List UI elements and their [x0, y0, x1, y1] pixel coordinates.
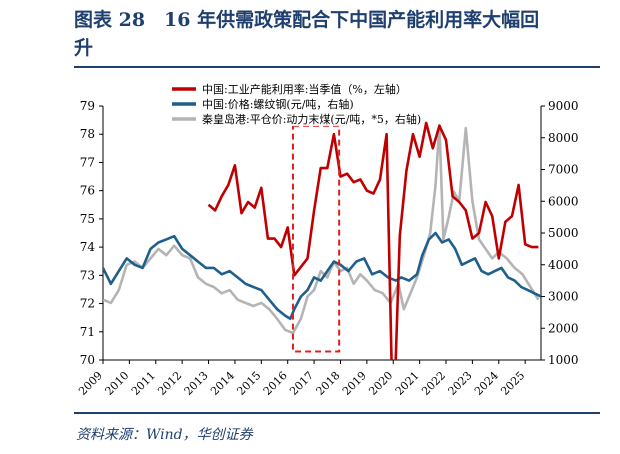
x-tick-label: 2014: [208, 369, 237, 398]
x-tick-label: 2009: [76, 369, 105, 398]
series-line-1: [103, 231, 541, 320]
x-tick-label: 2025: [498, 369, 527, 398]
y-tick-label-right: 9000: [548, 99, 579, 113]
x-tick-label: 2020: [366, 369, 395, 398]
x-tick-label: 2015: [234, 369, 263, 398]
y-tick-label-right: 2000: [548, 321, 579, 335]
series-line-2: [103, 123, 540, 335]
y-tick-label-left: 76: [80, 184, 95, 198]
y-tick-label-left: 78: [80, 127, 95, 141]
series-lines: [103, 121, 541, 360]
source-note: 资料来源：Wind，华创证券: [76, 427, 253, 443]
y-tick-label-right: 6000: [548, 194, 579, 208]
x-tick-label: 2017: [287, 369, 316, 398]
y-tick-label-left: 75: [80, 212, 95, 226]
y-tick-label-left: 72: [80, 297, 95, 311]
title-rule: [74, 66, 600, 68]
x-tick-label: 2018: [314, 369, 343, 398]
y-tick-label-right: 1000: [548, 353, 579, 367]
series-line-0: [207, 121, 539, 360]
legend-bg-0: [164, 82, 414, 96]
legend-label-1: 中国:价格:螺纹钢(元/吨，右轴): [202, 97, 354, 111]
y-tick-label-left: 73: [80, 268, 95, 282]
y-tick-label-left: 74: [80, 240, 96, 254]
figure-title-line2: 升: [74, 37, 94, 59]
legend-bg-1: [164, 97, 414, 111]
x-tick-label: 2019: [340, 369, 369, 398]
figure-title-line1: 图表 28 16 年供需政策配合下中国产能利用率大幅回: [74, 9, 540, 31]
y-tick-label-right: 8000: [548, 131, 579, 145]
x-tick-label: 2023: [446, 369, 475, 398]
x-tick-label: 2024: [472, 369, 501, 398]
x-tick-label: 2011: [129, 369, 158, 398]
x-tick-label: 2021: [393, 369, 422, 398]
legend-bg-2: [164, 112, 414, 126]
y-tick-label-right: 5000: [548, 226, 579, 240]
source-rule: [74, 412, 600, 414]
x-tick-label: 2012: [155, 369, 184, 398]
legend-label-2: 秦皇岛港:平仓价:动力末煤(元/吨，*5，右轴): [202, 112, 421, 126]
x-tick-label: 2010: [103, 369, 132, 398]
y-tick-label-right: 7000: [548, 163, 579, 177]
y-tick-label-left: 79: [80, 99, 95, 113]
y-tick-label-left: 70: [80, 353, 95, 367]
x-tick-label: 2022: [419, 369, 448, 398]
x-tick-label: 2016: [261, 369, 290, 398]
y-tick-label-left: 77: [80, 155, 95, 169]
y-tick-label-right: 4000: [548, 258, 579, 272]
legend: 中国:工业产能利用率:当季值（%，左轴）中国:价格:螺纹钢(元/吨，右轴)秦皇岛…: [164, 82, 421, 126]
figure-title: 图表 28 16 年供需政策配合下中国产能利用率大幅回 升: [74, 6, 594, 62]
legend-label-0: 中国:工业产能利用率:当季值（%，左轴）: [202, 82, 407, 96]
x-tick-label: 2013: [182, 369, 211, 398]
y-tick-label-right: 3000: [548, 290, 579, 304]
y-tick-label-left: 71: [80, 325, 95, 339]
